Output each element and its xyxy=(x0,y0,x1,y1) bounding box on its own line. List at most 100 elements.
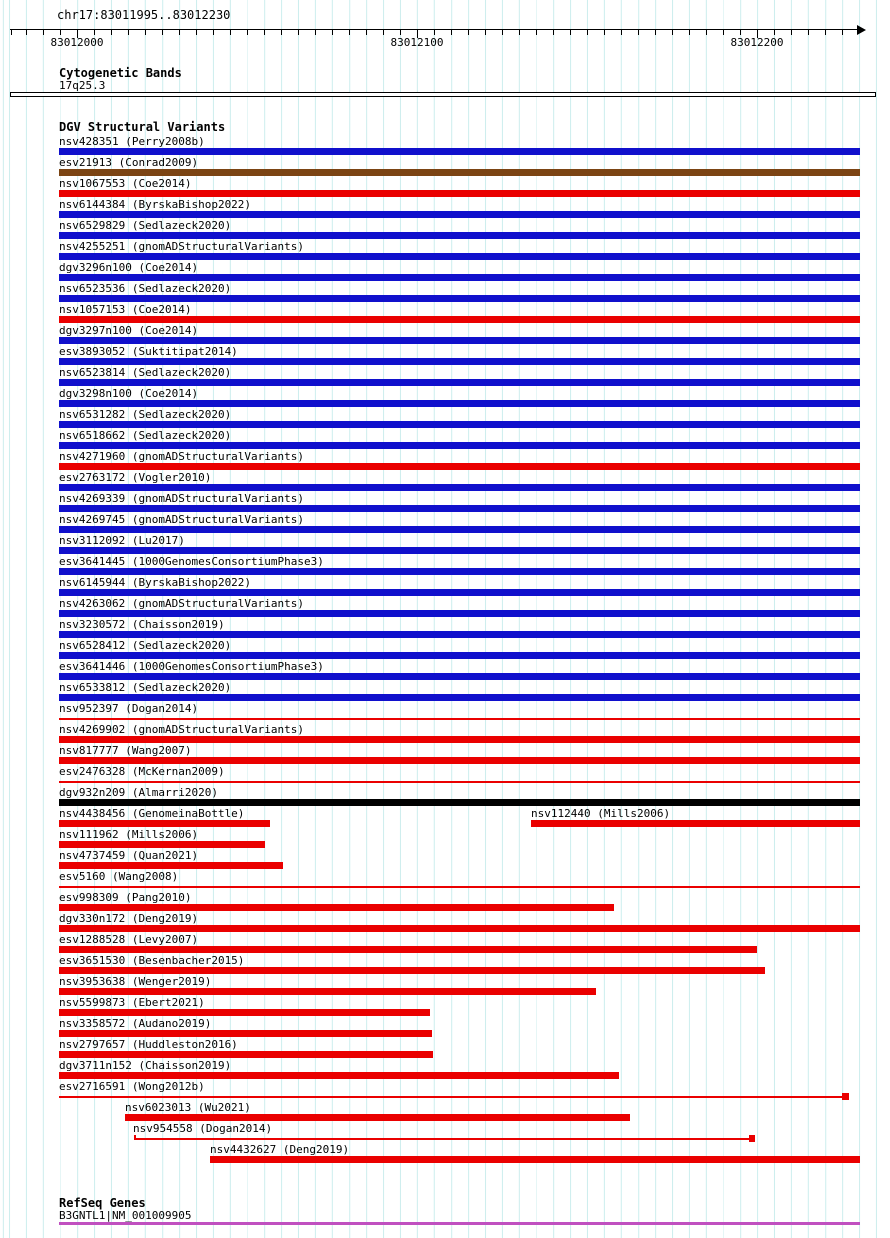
variant-line[interactable] xyxy=(59,886,860,888)
variant-label: nsv4263062 (gnomADStructuralVariants) xyxy=(59,597,305,610)
variant-bar[interactable] xyxy=(59,673,860,680)
variant-label: nsv954558 (Dogan2014) xyxy=(133,1122,273,1135)
variant-row: nsv4269902 (gnomADStructuralVariants) xyxy=(0,723,890,744)
variant-line[interactable] xyxy=(135,1138,755,1140)
variant-row: esv5160 (Wang2008) xyxy=(0,870,890,891)
variant-label: esv2476328 (McKernan2009) xyxy=(59,765,225,778)
variant-endcap[interactable] xyxy=(842,1093,849,1100)
gene-glyph[interactable] xyxy=(59,1222,860,1225)
variant-bar[interactable] xyxy=(59,316,860,323)
variant-row: nsv3358572 (Audano2019) xyxy=(0,1017,890,1038)
variant-label: nsv4269339 (gnomADStructuralVariants) xyxy=(59,492,305,505)
variant-row: nsv6523536 (Sedlazeck2020) xyxy=(0,282,890,303)
variant-label: esv3641446 (1000GenomesConsortiumPhase3) xyxy=(59,660,324,673)
variant-bar[interactable] xyxy=(59,232,860,239)
variant-bar[interactable] xyxy=(59,736,860,743)
variant-bar[interactable] xyxy=(59,421,860,428)
variant-bar[interactable] xyxy=(59,862,283,869)
variant-bar[interactable] xyxy=(59,925,860,932)
variant-bar[interactable] xyxy=(59,379,860,386)
variant-label: dgv3298n100 (Coe2014) xyxy=(59,387,199,400)
variant-bar[interactable] xyxy=(59,568,860,575)
variant-label: nsv6529829 (Sedlazeck2020) xyxy=(59,219,232,232)
variant-bar[interactable] xyxy=(210,1156,860,1163)
variant-bar[interactable] xyxy=(59,652,860,659)
variant-endcap[interactable] xyxy=(749,1135,755,1142)
ruler-tick-label: 83012000 xyxy=(50,36,104,49)
variant-row: dgv3296n100 (Coe2014) xyxy=(0,261,890,282)
variant-label: dgv330n172 (Deng2019) xyxy=(59,912,199,925)
variant-row: nsv4737459 (Quan2021) xyxy=(0,849,890,870)
variant-bar[interactable] xyxy=(59,1030,432,1037)
variant-bar[interactable] xyxy=(59,967,765,974)
variant-bar[interactable] xyxy=(59,547,860,554)
variant-bar[interactable] xyxy=(59,589,860,596)
variant-label: nsv4271960 (gnomADStructuralVariants) xyxy=(59,450,305,463)
variant-label: esv5160 (Wang2008) xyxy=(59,870,179,883)
variant-line[interactable] xyxy=(59,718,860,720)
variant-bar[interactable] xyxy=(59,148,860,155)
variant-row: dgv3711n152 (Chaisson2019) xyxy=(0,1059,890,1080)
variant-row: nsv6023013 (Wu2021) xyxy=(0,1101,890,1122)
variant-bar[interactable] xyxy=(59,694,860,701)
variant-bar[interactable] xyxy=(59,484,860,491)
ruler-line xyxy=(10,29,859,30)
variant-row: nsv6528412 (Sedlazeck2020) xyxy=(0,639,890,660)
variant-endcap[interactable] xyxy=(134,1135,136,1140)
variant-bar[interactable] xyxy=(59,988,596,995)
variant-bar[interactable] xyxy=(59,274,860,281)
refseq-title: RefSeq Genes xyxy=(59,1196,146,1210)
variant-bar[interactable] xyxy=(59,946,757,953)
variant-label: nsv4432627 (Deng2019) xyxy=(210,1143,350,1156)
variant-bar[interactable] xyxy=(59,463,860,470)
variant-bar[interactable] xyxy=(59,295,860,302)
variant-bar[interactable] xyxy=(125,1114,630,1121)
variant-row: nsv1067553 (Coe2014) xyxy=(0,177,890,198)
variant-bar[interactable] xyxy=(59,442,860,449)
variant-label: nsv3953638 (Wenger2019) xyxy=(59,975,212,988)
variant-bar[interactable] xyxy=(59,358,860,365)
variant-bar[interactable] xyxy=(59,169,860,176)
variant-label: esv3651530 (Besenbacher2015) xyxy=(59,954,245,967)
variant-row: nsv6518662 (Sedlazeck2020) xyxy=(0,429,890,450)
variant-bar[interactable] xyxy=(59,400,860,407)
variant-label: nsv6144384 (ByrskaBishop2022) xyxy=(59,198,252,211)
variant-bar[interactable] xyxy=(59,1009,430,1016)
variant-label: nsv5599873 (Ebert2021) xyxy=(59,996,205,1009)
ruler-tick-label: 83012100 xyxy=(390,36,444,49)
variant-label: nsv6518662 (Sedlazeck2020) xyxy=(59,429,232,442)
variant-label: nsv1067553 (Coe2014) xyxy=(59,177,192,190)
variant-bar[interactable] xyxy=(59,505,860,512)
variant-row: nsv6533812 (Sedlazeck2020) xyxy=(0,681,890,702)
variant-bar[interactable] xyxy=(59,1051,433,1058)
dgv-title: DGV Structural Variants xyxy=(59,120,226,134)
ruler-minor-ticks xyxy=(10,30,858,35)
variant-bar[interactable] xyxy=(59,1072,619,1079)
variant-line[interactable] xyxy=(59,1096,849,1098)
variant-bar[interactable] xyxy=(59,820,270,827)
variant-bar[interactable] xyxy=(59,190,860,197)
variant-bar[interactable] xyxy=(59,211,860,218)
variant-row: esv2716591 (Wong2012b) xyxy=(0,1080,890,1101)
variant-label: nsv6023013 (Wu2021) xyxy=(125,1101,251,1114)
variant-label: dgv3296n100 (Coe2014) xyxy=(59,261,199,274)
variant-bar[interactable] xyxy=(59,904,614,911)
variant-bar[interactable] xyxy=(59,757,860,764)
variant-bar[interactable] xyxy=(59,337,860,344)
variant-label: nsv6531282 (Sedlazeck2020) xyxy=(59,408,232,421)
variant-bar[interactable] xyxy=(59,799,860,806)
variant-row: nsv6523814 (Sedlazeck2020) xyxy=(0,366,890,387)
variant-row: nsv428351 (Perry2008b) xyxy=(0,135,890,156)
variant-bar[interactable] xyxy=(59,610,860,617)
variant-line[interactable] xyxy=(59,781,860,783)
variant-row: nsv5599873 (Ebert2021) xyxy=(0,996,890,1017)
variant-bar[interactable] xyxy=(59,631,860,638)
variant-bar[interactable] xyxy=(531,820,860,827)
variant-bar[interactable] xyxy=(59,253,860,260)
variant-row: esv2476328 (McKernan2009) xyxy=(0,765,890,786)
variant-label: esv2716591 (Wong2012b) xyxy=(59,1080,205,1093)
variant-label: dgv3711n152 (Chaisson2019) xyxy=(59,1059,232,1072)
variant-row: dgv3298n100 (Coe2014) xyxy=(0,387,890,408)
variant-bar[interactable] xyxy=(59,526,860,533)
variant-bar[interactable] xyxy=(59,841,265,848)
